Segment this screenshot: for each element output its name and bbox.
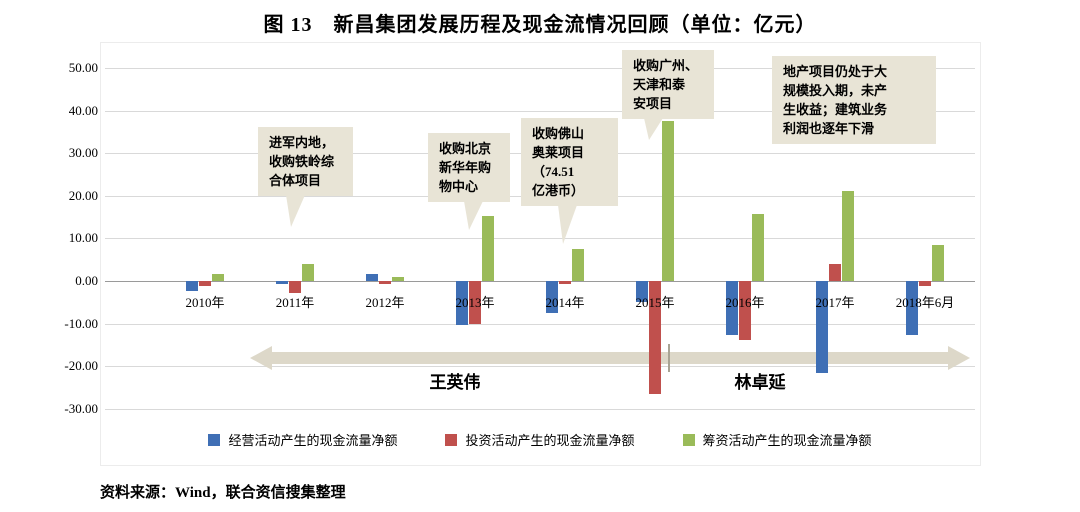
gridline: [105, 110, 975, 112]
bar-investing: [199, 281, 211, 287]
callout-line: 地产项目仍处于大: [783, 64, 888, 79]
y-axis-tick-label: 40.00: [68, 102, 98, 118]
bar-financing: [932, 245, 944, 281]
callout-line: 新华年购: [439, 160, 492, 175]
x-axis-tick-label: 2014年: [545, 295, 585, 310]
arrow-right-icon: [948, 346, 970, 370]
callout-line: 进军内地，: [269, 135, 335, 150]
callout-line: 收购北京: [439, 141, 492, 156]
y-axis-tick-label: 50.00: [68, 60, 98, 75]
bar-investing: [379, 281, 391, 284]
callout-line: 利润也逐年下滑: [783, 121, 875, 136]
legend-label: 投资活动产生的现金流量净额: [465, 433, 635, 448]
legend-item: 筹资活动产生的现金流量净额: [682, 430, 872, 449]
legend-swatch-investing: [445, 433, 458, 446]
y-axis-tick-label: 0.00: [75, 273, 98, 288]
gridline: [105, 281, 975, 282]
callout-box: 收购佛山奥莱项目 （74.51 亿港币）: [521, 118, 618, 206]
legend-label: 筹资活动产生的现金流量净额: [702, 433, 872, 448]
callout-tail-icon: [286, 195, 305, 227]
y-axis-tick-label: 30.00: [68, 145, 98, 161]
legend: 经营活动产生的现金流量净额 投资活动产生的现金流量净额 筹资活动产生的现金流量净额: [0, 430, 1080, 449]
bar-investing: [739, 281, 751, 340]
chart-border: [100, 42, 981, 466]
legend-label: 经营活动产生的现金流量净额: [228, 433, 398, 448]
y-axis-tick-label: 10.00: [68, 230, 98, 246]
tenure-label-lin: 林卓延: [734, 373, 786, 392]
bar-financing: [302, 263, 314, 281]
bar-financing: [842, 191, 854, 281]
bar-operating: [456, 281, 468, 325]
callout-line: 收购广州、: [633, 58, 699, 73]
y-axis-tick-label: -10.00: [64, 315, 98, 331]
callout-line: 收购铁岭综: [269, 154, 335, 169]
x-axis-tick-label: 2013年: [455, 295, 495, 310]
bar-operating: [726, 281, 738, 336]
callout-line: 物中心: [439, 179, 479, 194]
x-axis-tick-label: 2012年: [365, 295, 405, 310]
bar-operating: [816, 281, 828, 374]
bar-investing: [289, 281, 301, 293]
tenure-label-wang: 王英伟: [429, 373, 481, 392]
x-axis-tick-label: 2011年: [275, 295, 315, 310]
bar-operating: [546, 281, 558, 314]
gridline: [105, 366, 975, 368]
callout-line: 亿港币）: [532, 183, 585, 198]
callout-line: 合体项目: [269, 173, 322, 188]
bar-financing: [392, 277, 404, 281]
callout-line: 生收益；建筑业务: [783, 102, 888, 117]
bar-investing: [829, 263, 841, 281]
bar-financing: [572, 249, 584, 281]
callout-tail-icon: [464, 201, 483, 230]
legend-swatch-operating: [208, 433, 221, 446]
callout-box: 地产项目仍处于大 规模投入期，未产 生收益；建筑业务 利润也逐年下滑: [772, 56, 936, 144]
bar-operating: [276, 281, 288, 285]
x-axis-tick-label: 2015年: [635, 295, 675, 310]
chart-title: 图 13 新昌集团发展历程及现金流情况回顾（单位：亿元）: [263, 14, 817, 36]
bar-financing: [752, 214, 764, 281]
callout-tail-icon: [644, 118, 663, 140]
gridline: [105, 238, 975, 240]
callout-box: 收购广州、天津和泰安项目: [622, 50, 714, 119]
legend-item: 经营活动产生的现金流量净额: [208, 430, 397, 449]
bar-operating: [186, 281, 198, 291]
arrow-left-icon: [250, 346, 272, 370]
tenure-arrow-body: [270, 352, 950, 364]
callout-box: 进军内地， 收购铁岭综合体项目: [258, 127, 353, 196]
tenure-divider: [668, 344, 670, 372]
x-axis-tick-label: 2018年6月: [895, 295, 955, 310]
callout-box: 收购北京新华年购物中心: [428, 133, 510, 202]
legend-swatch-financing: [682, 433, 695, 446]
x-axis-tick-label: 2016年: [725, 295, 765, 310]
x-axis-tick-label: 2010年: [185, 295, 225, 310]
bar-operating: [636, 281, 648, 302]
callout-tail-icon: [558, 205, 577, 244]
bar-financing: [482, 216, 494, 281]
y-axis-tick-label: -20.00: [64, 358, 98, 374]
y-axis-tick-label: -30.00: [64, 400, 98, 416]
callout-line: 安项目: [633, 96, 673, 111]
callout-line: 天津和泰: [633, 77, 686, 92]
bar-investing: [919, 281, 931, 286]
bar-financing: [212, 274, 224, 281]
bar-operating: [366, 273, 378, 281]
bar-operating: [906, 281, 918, 335]
bar-financing: [662, 120, 674, 281]
gridline: [105, 408, 975, 410]
callout-line: 奥莱项目: [532, 145, 585, 160]
gridline: [105, 68, 975, 69]
bar-investing: [559, 281, 571, 284]
source-note: 资料来源：Wind，联合资信搜集整理: [100, 485, 346, 501]
bar-investing: [649, 281, 661, 395]
gridline: [105, 323, 975, 325]
x-axis-tick-label: 2017年: [815, 295, 855, 310]
legend-item: 投资活动产生的现金流量净额: [445, 430, 635, 449]
callout-line: （74.51: [532, 164, 575, 179]
callout-line: 规模投入期，未产: [783, 83, 888, 98]
bar-investing: [469, 281, 481, 325]
y-axis-tick-label: 20.00: [68, 187, 98, 203]
callout-line: 收购佛山: [532, 126, 585, 141]
